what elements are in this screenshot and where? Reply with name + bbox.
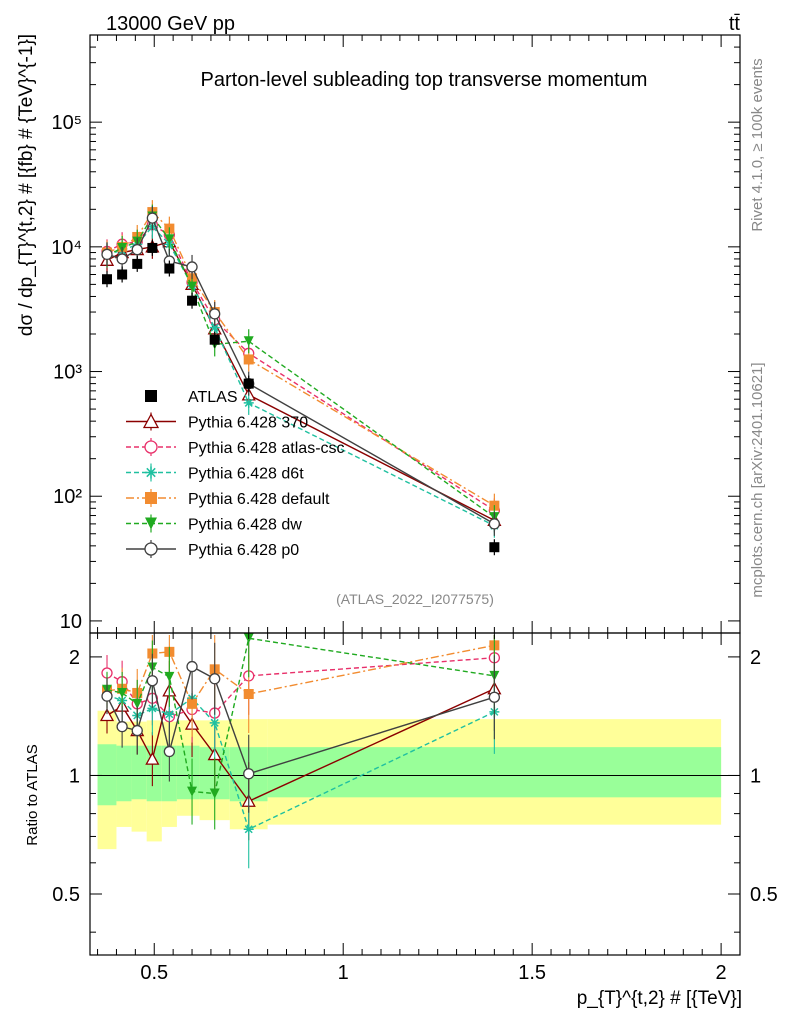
data-point-atlas bbox=[209, 334, 220, 345]
x-tick-label: 2 bbox=[716, 962, 727, 984]
series-marker-5 bbox=[116, 253, 128, 265]
ratio-marker-5 bbox=[163, 745, 176, 758]
x-axis-label: p_{T}^{t,2} # [{TeV}] bbox=[577, 988, 742, 1009]
ratio-y-tick-label-right: 1 bbox=[750, 765, 761, 787]
main-y-axis-label: dσ / dp_{T}^{t,2} # [{fb} # {TeV}^{-1}] bbox=[16, 34, 37, 336]
ratio-marker-5 bbox=[243, 768, 255, 780]
x-tick-label: 0.5 bbox=[140, 962, 168, 984]
ratio-marker-4 bbox=[132, 698, 143, 709]
legend-label: Pythia 6.428 370 bbox=[188, 415, 308, 432]
legend-label: Pythia 6.428 d6t bbox=[188, 466, 304, 483]
ratio-marker-2 bbox=[164, 709, 175, 720]
series-marker-2 bbox=[209, 322, 220, 333]
legend-label: ATLAS bbox=[188, 389, 238, 406]
ratio-y-tick-label-left: 0.5 bbox=[52, 884, 80, 906]
main-y-tick-label: 10³ bbox=[53, 362, 82, 384]
legend-marker bbox=[144, 542, 158, 556]
ratio-marker-4 bbox=[209, 788, 220, 799]
main-y-tick-label: 10 bbox=[60, 611, 82, 633]
main-y-tick-label: 10⁴ bbox=[51, 237, 82, 259]
header-left: 13000 GeV pp bbox=[106, 13, 235, 35]
ratio-marker-5 bbox=[101, 690, 113, 702]
data-point-atlas bbox=[132, 258, 143, 269]
ratio-marker-5 bbox=[146, 675, 159, 687]
ratio-band-green bbox=[116, 745, 132, 802]
series-marker-4 bbox=[164, 234, 175, 245]
series-marker-5 bbox=[146, 212, 159, 224]
ratio-y-axis-label: Ratio to ATLAS bbox=[24, 744, 41, 845]
series-line-3 bbox=[106, 210, 495, 507]
ratio-marker-5 bbox=[116, 721, 128, 733]
ratio-marker-5 bbox=[186, 660, 198, 673]
ratio-band-green bbox=[131, 745, 147, 800]
ratio-marker-2 bbox=[243, 824, 254, 835]
legend-label: Pythia 6.428 atlas-csc bbox=[188, 440, 345, 457]
data-point-atlas bbox=[147, 242, 158, 253]
ratio-band-green bbox=[267, 747, 722, 798]
legend-marker bbox=[145, 492, 157, 504]
series-line-2 bbox=[106, 225, 495, 527]
data-point-atlas bbox=[117, 269, 128, 280]
series-marker-4 bbox=[187, 281, 198, 292]
mcplots-label: mcplots.cern.ch [arXiv:2401.10621] bbox=[749, 362, 766, 597]
ratio-marker-5 bbox=[131, 724, 143, 737]
legend-marker bbox=[142, 413, 160, 429]
series-marker-5 bbox=[209, 308, 221, 320]
chart-title: Parton-level subleading top transverse m… bbox=[201, 69, 648, 91]
series-marker-5 bbox=[131, 243, 143, 256]
x-tick-label: 1 bbox=[338, 962, 349, 984]
ratio-y-tick-label-right: 0.5 bbox=[750, 884, 778, 906]
main-y-tick-label: 10² bbox=[53, 486, 82, 508]
ratio-band-green bbox=[97, 744, 117, 806]
ratio-marker-4 bbox=[164, 671, 175, 682]
data-point-atlas bbox=[187, 295, 198, 306]
ratio-line-1 bbox=[106, 657, 495, 718]
ratio-marker-3 bbox=[187, 698, 198, 709]
ratio-marker-2 bbox=[147, 703, 158, 714]
legend-marker bbox=[144, 440, 158, 454]
data-point-atlas bbox=[243, 378, 254, 389]
ratio-band-green bbox=[176, 745, 200, 800]
rivet-label: Rivet 4.1.0, ≥ 100k events bbox=[749, 58, 766, 231]
ratio-y-tick-label-left: 1 bbox=[69, 765, 80, 787]
series-marker-5 bbox=[101, 248, 113, 261]
data-point-atlas bbox=[164, 263, 175, 274]
ratio-plot-frame bbox=[89, 632, 741, 956]
legend-label: Pythia 6.428 p0 bbox=[188, 542, 299, 559]
ratio-marker-4 bbox=[187, 786, 198, 797]
series-marker-5 bbox=[488, 518, 501, 530]
ratio-marker-3 bbox=[243, 689, 254, 700]
series-marker-2 bbox=[243, 397, 254, 408]
ratio-marker-5 bbox=[209, 673, 221, 685]
series-marker-5 bbox=[186, 261, 198, 273]
data-point-atlas bbox=[489, 542, 500, 553]
ratio-marker-4 bbox=[117, 687, 128, 698]
header-right: tt̄ bbox=[729, 13, 741, 35]
legend-label: Pythia 6.428 default bbox=[188, 491, 330, 508]
ratio-marker-0 bbox=[99, 708, 115, 722]
legend-marker bbox=[145, 390, 157, 402]
ratio-y-tick-label-left: 2 bbox=[69, 647, 80, 669]
main-y-tick-label: 10⁵ bbox=[51, 112, 82, 134]
legend-marker bbox=[145, 517, 157, 530]
analysis-tag: (ATLAS_2022_I2077575) bbox=[336, 591, 494, 607]
x-tick-label: 1.5 bbox=[518, 962, 546, 984]
ratio-y-tick-label-right: 2 bbox=[750, 647, 761, 669]
ratio-line-3 bbox=[106, 644, 495, 706]
series-marker-4 bbox=[243, 336, 254, 347]
legend-marker bbox=[145, 466, 157, 479]
data-point-atlas bbox=[102, 274, 113, 285]
ratio-marker-2 bbox=[209, 717, 220, 728]
ratio-marker-5 bbox=[488, 691, 501, 703]
legend-label: Pythia 6.428 dw bbox=[188, 517, 302, 534]
series-marker-3 bbox=[243, 354, 254, 365]
ratio-marker-0 bbox=[145, 751, 160, 765]
